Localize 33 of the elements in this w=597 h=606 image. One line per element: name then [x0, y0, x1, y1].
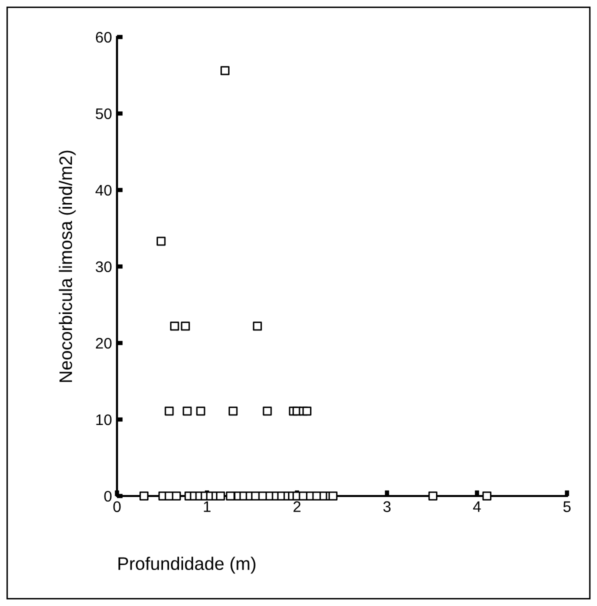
- x-tick-label: 4: [473, 501, 481, 512]
- point: [220, 66, 230, 76]
- point: [328, 492, 338, 500]
- point: [428, 492, 438, 500]
- point: [196, 406, 206, 416]
- y-tick-label: 50: [96, 108, 112, 120]
- point: [482, 492, 492, 500]
- point: [252, 322, 262, 331]
- point: [182, 406, 192, 416]
- x-tick-label: 2: [294, 501, 300, 512]
- y-tick-label: 60: [96, 32, 112, 43]
- point: [140, 492, 148, 500]
- x-tick-label: 3: [383, 501, 391, 512]
- y-tick-label: 40: [96, 184, 112, 196]
- y-tick-label: 20: [96, 338, 112, 349]
- y-tick-label: 30: [96, 261, 112, 272]
- point: [262, 406, 272, 416]
- point: [302, 406, 312, 416]
- point: [170, 322, 180, 331]
- point: [226, 492, 235, 500]
- y-axis-title: Neocorbicula limosa (ind/m2): [58, 150, 76, 382]
- point: [172, 492, 181, 500]
- x-tick-label: 0: [113, 501, 121, 512]
- y-tick-label: 10: [96, 414, 112, 426]
- y-tick-label: 0: [104, 490, 112, 502]
- point: [216, 492, 225, 500]
- x-tick-label: 5: [563, 501, 571, 512]
- point: [164, 406, 174, 416]
- point: [156, 236, 166, 246]
- point: [180, 322, 190, 331]
- x-axis-title: Profundidade (m): [118, 556, 256, 574]
- point: [228, 406, 238, 416]
- x-tick-label: 1: [204, 501, 211, 512]
